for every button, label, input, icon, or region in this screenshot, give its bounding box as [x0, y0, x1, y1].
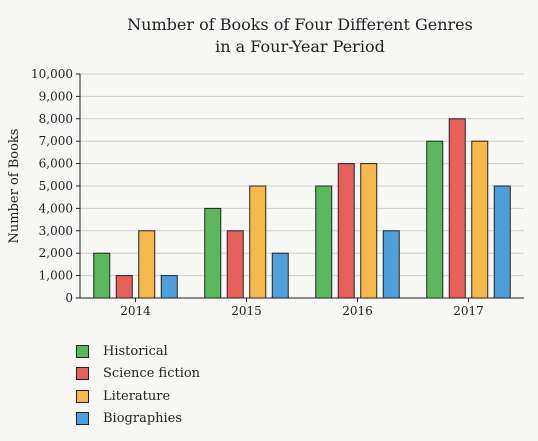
legend-label: Science fiction: [103, 366, 201, 382]
bar-literature-2014: [138, 230, 156, 299]
legend-label: Biographies: [103, 411, 183, 427]
legend: Historical Science fiction Literature Bi…: [76, 340, 200, 430]
y-tick-label: 3,000: [39, 224, 73, 238]
y-tick-label: 7,000: [39, 134, 73, 148]
bar-literature-2016: [360, 163, 378, 299]
legend-swatch: [76, 389, 89, 403]
bar-biographies-2014: [160, 275, 178, 299]
bars: [93, 118, 511, 302]
bar-science-fiction-2015: [226, 230, 244, 299]
legend-label: Literature: [103, 388, 171, 404]
chart-title-line-2: in a Four-Year Period: [215, 37, 385, 56]
bar-science-fiction-2014: [115, 275, 133, 299]
x-tick-labels: 2014 2015 2016 2017: [120, 304, 484, 318]
x-tick-label: 2014: [120, 304, 151, 318]
bar-historical-2016: [315, 185, 333, 299]
legend-item-historical: Historical: [76, 340, 200, 363]
legend-swatch: [76, 344, 89, 358]
legend-item-science-fiction: Science fiction: [76, 363, 200, 386]
chart-title-line-1: Number of Books of Four Different Genres: [127, 15, 473, 34]
legend-label: Historical: [103, 343, 168, 359]
bar-literature-2015: [249, 185, 267, 299]
legend-item-biographies: Biographies: [76, 408, 200, 431]
legend-swatch: [76, 367, 89, 381]
y-tick-label: 4,000: [39, 201, 73, 215]
bar-biographies-2015: [271, 252, 289, 299]
x-tick-label: 2016: [342, 304, 373, 318]
y-tick-label: 6,000: [39, 157, 73, 171]
legend-item-literature: Literature: [76, 385, 200, 408]
y-tick-labels: 0 1,000 2,000 3,000 4,000 5,000 6,000 7,000 8,00…: [31, 67, 73, 305]
bar-historical-2015: [204, 207, 222, 299]
x-tick-label: 2017: [453, 304, 484, 318]
bar-biographies-2017: [493, 185, 511, 299]
bar-literature-2017: [471, 140, 489, 299]
y-tick-label: 0: [65, 291, 73, 305]
y-tick-label: 2,000: [39, 246, 73, 260]
x-tick-label: 2015: [231, 304, 262, 318]
y-tick-label: 1,000: [39, 269, 73, 283]
bar-biographies-2016: [382, 230, 400, 299]
bar-historical-2017: [426, 140, 444, 299]
y-tick-label: 5,000: [39, 179, 73, 193]
y-axis-label: Number of Books: [7, 129, 22, 244]
y-tick-label: 10,000: [31, 67, 73, 81]
y-tick-label: 8,000: [39, 112, 73, 126]
y-tick-label: 9,000: [39, 89, 73, 103]
bar-science-fiction-2017: [448, 118, 466, 299]
bar-historical-2014: [93, 252, 111, 299]
legend-swatch: [76, 412, 89, 426]
bar-science-fiction-2016: [337, 163, 355, 299]
